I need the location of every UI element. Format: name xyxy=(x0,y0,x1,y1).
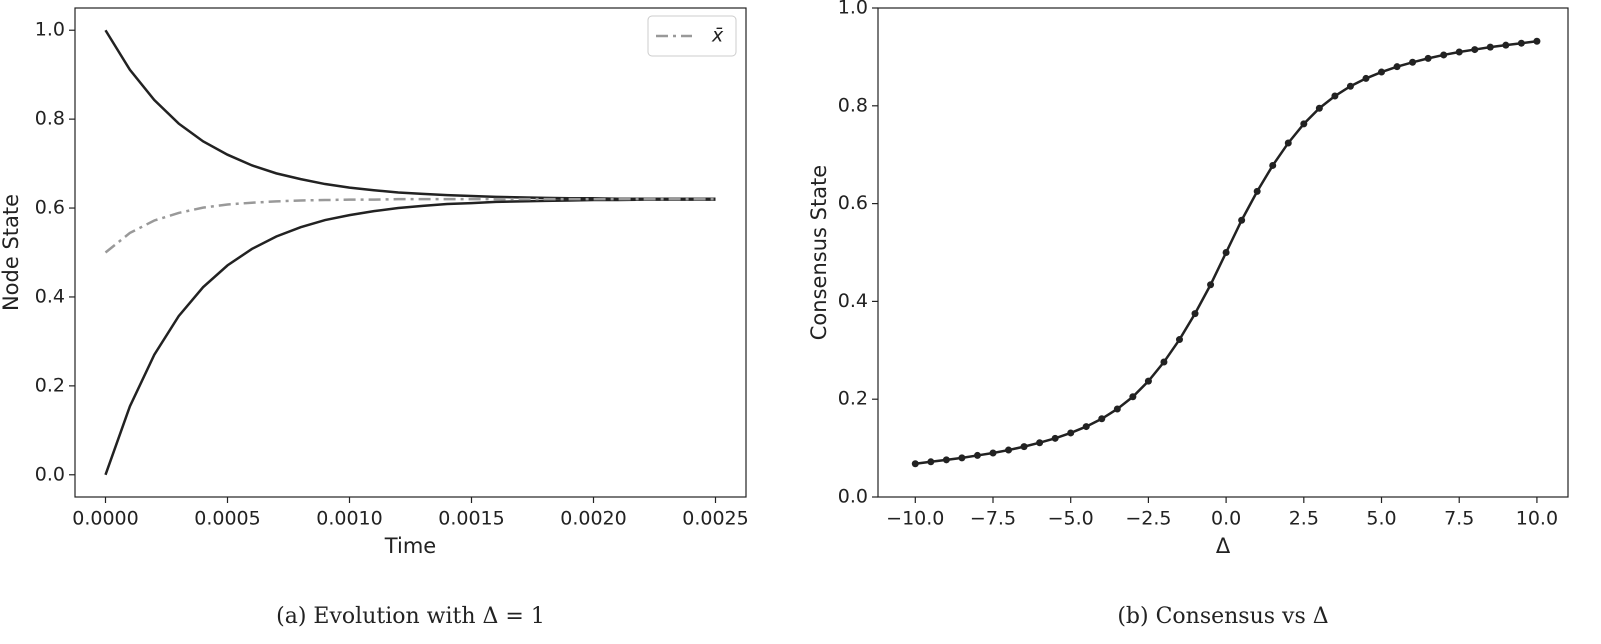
data-point xyxy=(1517,39,1525,47)
caption: (b) Consensus vs Δ xyxy=(1117,604,1328,629)
x-tick-label: 0.0 xyxy=(1211,508,1241,530)
y-tick-label: 0.8 xyxy=(35,108,65,130)
data-point xyxy=(1160,358,1168,366)
y-tick-label: 0.6 xyxy=(838,192,868,214)
data-point xyxy=(1362,74,1370,82)
y-axis-label: Consensus State xyxy=(807,165,831,340)
data-point xyxy=(1020,443,1028,451)
data-point xyxy=(927,458,935,466)
data-point xyxy=(1207,281,1215,289)
x-tick-label: 7.5 xyxy=(1444,508,1474,530)
data-point xyxy=(1393,63,1401,71)
data-point xyxy=(1409,58,1417,66)
data-line xyxy=(104,198,716,476)
x-tick-label: 2.5 xyxy=(1289,508,1319,530)
data-point xyxy=(1129,393,1137,401)
data-point xyxy=(1191,310,1199,318)
data-point xyxy=(1098,415,1106,423)
data-point xyxy=(1455,48,1463,56)
legend-label: x̄ xyxy=(711,25,724,47)
plot-frame xyxy=(877,7,1569,498)
data-point xyxy=(1175,336,1183,344)
plot-frame xyxy=(74,7,747,498)
data-point xyxy=(1144,377,1152,385)
x-tick-label: 5.0 xyxy=(1366,508,1396,530)
data-point xyxy=(1378,68,1386,76)
x-axis-label: Time xyxy=(384,534,436,558)
data-point xyxy=(1082,423,1090,431)
data-point xyxy=(1486,43,1494,51)
x-tick-label: 0.0025 xyxy=(682,508,748,530)
data-point xyxy=(1067,429,1075,437)
data-point xyxy=(1331,92,1339,100)
data-point xyxy=(1269,161,1277,169)
x-tick-label: −2.5 xyxy=(1125,508,1171,530)
y-tick-label: 0.6 xyxy=(35,197,65,219)
data-point xyxy=(1051,434,1059,442)
y-tick-label: 0.0 xyxy=(35,463,65,485)
data-point xyxy=(973,451,981,459)
data-point xyxy=(942,456,950,464)
data-point xyxy=(1036,439,1044,447)
x-tick-label: −10.0 xyxy=(886,508,944,530)
data-point xyxy=(1502,41,1510,49)
x-axis-label: Δ xyxy=(1216,534,1231,558)
y-tick-label: 0.0 xyxy=(838,486,868,508)
data-point xyxy=(1005,446,1013,454)
x-tick-label: −5.0 xyxy=(1048,508,1094,530)
y-tick-label: 0.4 xyxy=(35,285,65,307)
data-point xyxy=(1533,37,1541,45)
y-axis-label: Node State xyxy=(0,194,23,311)
data-point xyxy=(1222,249,1230,256)
data-point xyxy=(989,449,997,457)
y-tick-label: 0.2 xyxy=(35,374,65,396)
data-point xyxy=(1440,51,1448,59)
y-tick-label: 0.4 xyxy=(838,290,868,312)
y-tick-label: 0.2 xyxy=(838,388,868,410)
data-point xyxy=(1113,405,1121,413)
y-tick-label: 0.8 xyxy=(838,94,868,116)
x-tick-label: 0.0005 xyxy=(194,508,260,530)
x-tick-label: 10.0 xyxy=(1516,508,1558,530)
data-point xyxy=(1346,82,1354,90)
data-point xyxy=(1253,187,1261,195)
data-point xyxy=(1284,139,1292,147)
data-point xyxy=(958,454,966,462)
x-tick-label: −7.5 xyxy=(970,508,1016,530)
y-tick-label: 1.0 xyxy=(838,0,868,19)
caption: (a) Evolution with Δ = 1 xyxy=(276,604,545,629)
x-tick-label: 0.0010 xyxy=(316,508,382,530)
x-tick-label: 0.0015 xyxy=(438,508,504,530)
data-point xyxy=(1471,46,1479,54)
x-tick-label: 0.0000 xyxy=(72,508,138,530)
data-line xyxy=(104,29,716,200)
data-point xyxy=(911,460,919,468)
y-tick-label: 1.0 xyxy=(35,19,65,41)
x-tick-label: 0.0020 xyxy=(560,508,626,530)
data-point xyxy=(1300,120,1308,128)
data-point xyxy=(1238,216,1246,224)
data-point xyxy=(1424,54,1432,62)
data-point xyxy=(1315,104,1323,112)
